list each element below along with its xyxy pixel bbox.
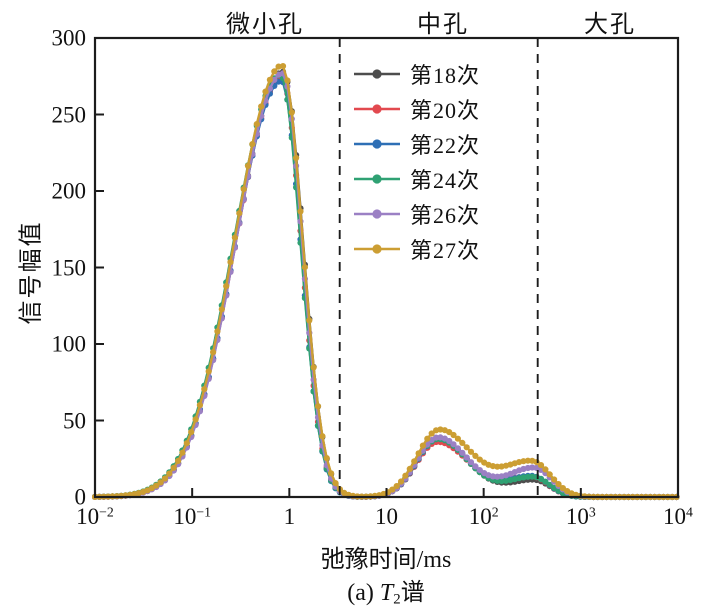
y-tick-label: 50 [63,408,86,433]
legend-item: 第18次 [352,56,480,91]
x-tick-label: 10 [375,504,398,529]
legend-line-marker-icon [354,243,400,254]
figure-caption: (a) T2谱 [347,572,424,608]
axis-ticks [94,37,679,498]
legend-item: 第26次 [352,196,480,231]
y-tick-label: 100 [51,331,87,357]
x-tick-label: 1 [283,504,296,529]
legend-label: 第20次 [410,97,481,123]
caption-suffix: 谱 [400,580,425,606]
y-tick-label: 300 [51,25,87,51]
x-tick-label: 102 [468,504,499,529]
region-label-macropore: 大孔 [584,12,636,38]
legend-label: 第24次 [410,167,481,193]
legend-label: 第27次 [410,237,481,263]
legend-line-marker-icon [354,138,400,149]
legend-item: 第24次 [352,161,480,196]
x-tick-label: 10−1 [173,504,211,529]
legend-line-marker-icon [354,103,400,114]
x-tick-label: 10−2 [76,504,114,529]
legend-label: 第18次 [410,62,481,88]
legend-item: 第20次 [352,91,480,126]
region-label-mesopore: 中孔 [417,12,469,38]
y-axis-title: 信号幅值 [18,220,45,325]
y-tick-label: 0 [74,484,87,510]
caption-subscript: 2 [393,591,401,608]
legend-item: 第22次 [352,126,480,161]
legend-item: 第27次 [352,231,480,266]
legend-label: 第26次 [410,202,481,228]
legend: 第18次第20次第22次第24次第26次第27次 [352,56,480,266]
x-axis-title: 弛豫时间/ms [320,547,452,573]
region-label-micropore: 微小孔 [226,12,304,38]
legend-line-marker-icon [354,68,400,79]
pore-boundary-lines [338,38,539,497]
x-tick-label: 103 [565,504,596,529]
y-tick-label: 250 [51,102,87,127]
y-tick-label: 200 [51,178,87,204]
x-tick-label: 104 [663,504,693,529]
legend-line-marker-icon [354,173,400,184]
caption-variable: T [379,580,394,606]
caption-prefix: (a) [347,580,380,606]
legend-line-marker-icon [354,208,400,219]
y-tick-label: 150 [51,255,87,280]
legend-label: 第22次 [410,132,481,158]
